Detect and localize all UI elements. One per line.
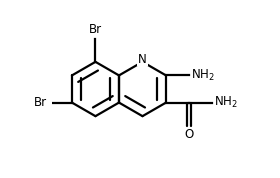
Text: N: N [138, 53, 147, 66]
Text: O: O [185, 128, 194, 141]
Text: Br: Br [34, 96, 47, 109]
Text: NH$_2$: NH$_2$ [214, 95, 238, 110]
Text: Br: Br [89, 23, 102, 36]
Text: NH$_2$: NH$_2$ [191, 68, 215, 83]
